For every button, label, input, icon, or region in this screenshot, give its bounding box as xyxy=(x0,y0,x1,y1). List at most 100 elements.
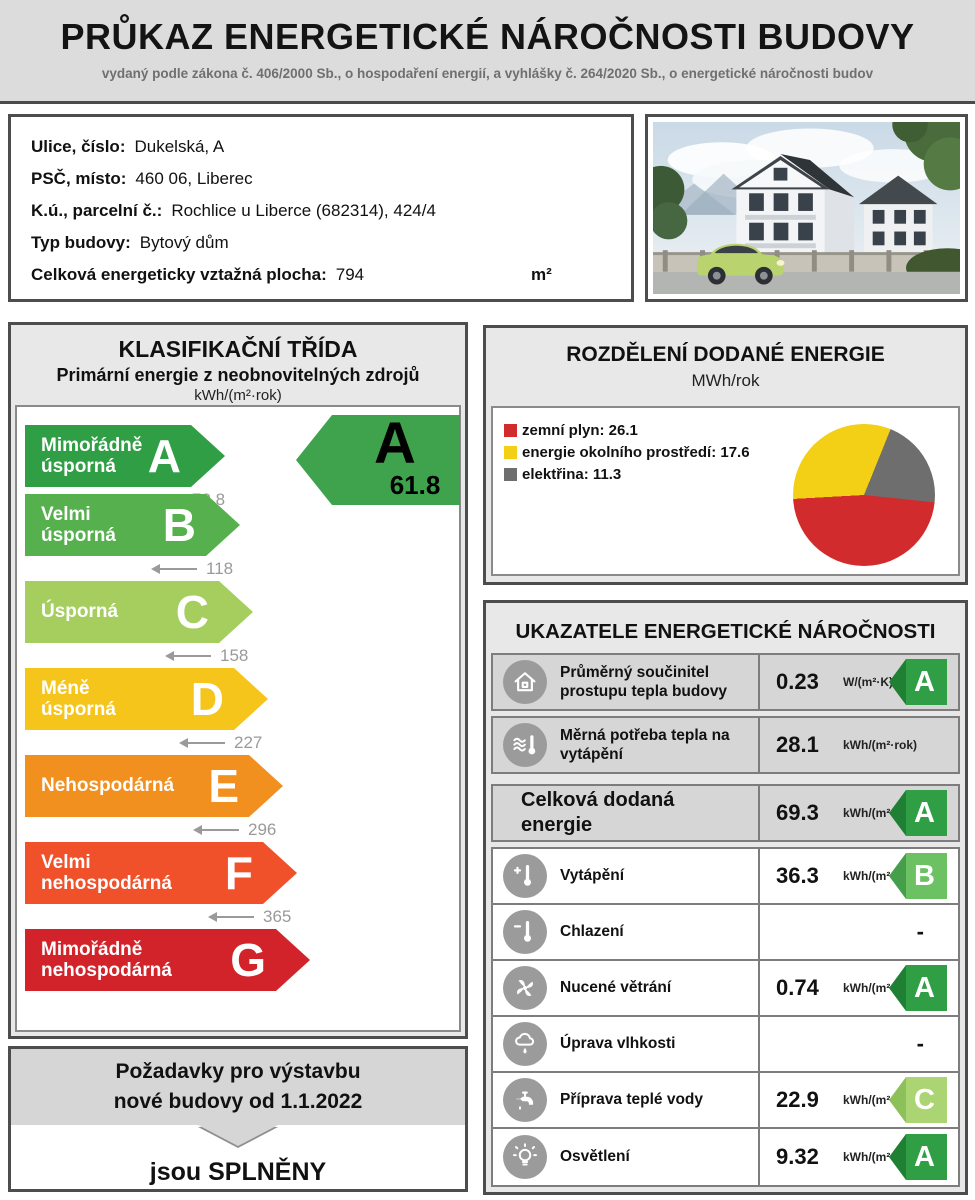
indicator-row-humidity: Úprava vlhkosti - xyxy=(493,1017,958,1073)
class-arrow-b: Velmi úsporná B xyxy=(25,494,240,556)
indicator-row-hot-water: Příprava teplé vody 22.9 kWh/(m²·rok) C xyxy=(493,1073,958,1129)
type-value: Bytový dům xyxy=(139,233,229,252)
building-photo-illustration xyxy=(653,122,960,294)
threshold-value-b: 118 xyxy=(206,559,234,578)
hot-water-class-badge: C xyxy=(889,1077,947,1123)
transmittance-value: 0.23 xyxy=(776,669,819,694)
indicator-row-lighting: Osvětlení 9.32 kWh/(m²·rok) A xyxy=(493,1129,958,1185)
class-arrow-e: Nehospodárná E xyxy=(25,755,283,817)
threshold-value-f: 365 xyxy=(263,907,292,926)
heating-label: Vytápění xyxy=(560,867,625,885)
class-letter-a: A xyxy=(147,430,181,482)
class-letter-d: D xyxy=(190,673,224,725)
distribution-chart-area: zemní plyn: 26.1 energie okolního prostř… xyxy=(491,406,960,576)
class-label-b: Velmi úsporná xyxy=(41,503,116,546)
info-row-area: Celková energeticky vztažná plocha: 794 … xyxy=(31,259,631,291)
indicators-title: UKAZATELE ENERGETICKÉ NÁROČNOSTI xyxy=(515,620,936,643)
class-label-d: Méně úsporná xyxy=(41,677,116,720)
cooling-icon xyxy=(503,910,547,954)
cooling-no-value: - xyxy=(916,919,924,944)
threshold-c: 158 xyxy=(165,646,459,665)
threshold-b: 118 xyxy=(151,559,459,578)
info-row-type: Typ budovy: Bytový dům xyxy=(31,227,631,259)
indicator-detail-rows: Vytápění 36.3 kWh/(m²·rok) B xyxy=(491,847,960,1187)
legend-item-electricity: elektřina: 11.3 xyxy=(504,466,750,483)
result-class-indicator: A 61.8 xyxy=(296,415,460,505)
heat-demand-icon xyxy=(503,723,547,767)
threshold-arrow-icon xyxy=(151,564,197,574)
heating-icon xyxy=(503,854,547,898)
electricity-label: elektřina: 11.3 xyxy=(522,466,622,483)
hot-water-value: 22.9 xyxy=(776,1087,819,1112)
indicator-row-ventilation: Nucené větrání 0.74 kWh/(m²·rok) A xyxy=(493,961,958,1017)
parcel-value: Rochlice u Liberce (682314), 424/4 xyxy=(171,201,436,220)
threshold-arrow-icon xyxy=(179,738,225,748)
gas-swatch xyxy=(504,424,517,437)
indicator-row-cooling: Chlazení - xyxy=(493,905,958,961)
class-arrow-a: Mimořádně úsporná A xyxy=(25,425,225,487)
ventilation-icon xyxy=(503,966,547,1010)
requirements-result: jsou SPLNĚNY xyxy=(149,1158,327,1186)
threshold-d: 227 xyxy=(179,733,459,752)
result-class-letter: A xyxy=(374,410,416,476)
classification-title: KLASIFIKAČNÍ TŘÍDA xyxy=(118,336,358,362)
transmittance-unit: W/(m²·K) xyxy=(843,675,893,689)
class-letter-b: B xyxy=(162,499,196,551)
heat-demand-unit: kWh/(m²·rok) xyxy=(843,738,917,752)
indicator-row-heat-demand: Měrná potřeba tepla na vytápění 28.1 kWh… xyxy=(491,716,960,774)
zip-label: PSČ, místo: xyxy=(31,169,127,188)
class-label-f: Velmi nehospodárná xyxy=(41,851,172,894)
total-energy-label: Celková dodaná energie xyxy=(521,789,675,836)
area-unit: m² xyxy=(531,265,552,284)
class-row-a: Mimořádně úsporná A 78.8 xyxy=(17,407,459,509)
building-photo-frame xyxy=(645,114,968,302)
street-label: Ulice, číslo: xyxy=(31,137,126,156)
requirements-line1: Požadavky pro výstavbu xyxy=(115,1059,361,1083)
indicator-row-total-energy: Celková dodaná energie 69.3 kWh/(m²·rok)… xyxy=(491,784,960,842)
classification-subtitle: Primární energie z neobnovitelných zdroj… xyxy=(56,365,420,385)
ambient-swatch xyxy=(504,446,517,459)
type-label: Typ budovy: xyxy=(31,233,131,252)
notch-pointer xyxy=(198,1125,278,1146)
humidity-label: Úprava vlhkosti xyxy=(560,1035,676,1053)
heating-class-badge: B xyxy=(889,853,947,899)
threshold-e: 296 xyxy=(193,820,459,839)
building-info-box: Ulice, číslo: Dukelská, A PSČ, místo: 46… xyxy=(8,114,634,302)
humidity-icon xyxy=(503,1022,547,1066)
pie-legend: zemní plyn: 26.1 energie okolního prostř… xyxy=(504,422,750,488)
lighting-label: Osvětlení xyxy=(560,1148,630,1166)
class-row-f: Velmi nehospodárná F 365 xyxy=(17,842,459,929)
zip-value: 460 06, Liberec xyxy=(135,169,253,188)
class-letter-c: C xyxy=(175,586,209,638)
class-label-a: Mimořádně úsporná xyxy=(41,434,143,477)
distribution-title: ROZDĚLENÍ DODANÉ ENERGIE xyxy=(566,343,885,366)
class-label-g: Mimořádně nehospodárná xyxy=(41,938,172,981)
requirements-header: Požadavky pro výstavbu nové budovy od 1.… xyxy=(11,1049,465,1146)
electricity-swatch xyxy=(504,468,517,481)
street-value: Dukelská, A xyxy=(134,137,225,156)
class-arrow-f: Velmi nehospodárná F xyxy=(25,842,297,904)
area-value: 794 xyxy=(335,265,365,284)
classification-unit: kWh/(m²·rok) xyxy=(194,387,282,404)
threshold-value-c: 158 xyxy=(220,646,249,665)
heat-demand-label: Měrná potřeba tepla na vytápění xyxy=(560,726,730,763)
class-row-b: Velmi úsporná B 118 xyxy=(17,494,459,581)
threshold-value-e: 296 xyxy=(248,820,277,839)
hot-water-icon xyxy=(503,1078,547,1122)
transmittance-label: Průměrný součinitel prostupu tepla budov… xyxy=(560,663,728,700)
indicator-row-transmittance: Průměrný součinitel prostupu tepla budov… xyxy=(491,653,960,711)
requirements-line2: nové budovy od 1.1.2022 xyxy=(113,1090,363,1113)
indicator-row-heating: Vytápění 36.3 kWh/(m²·rok) B xyxy=(493,849,958,905)
lighting-icon xyxy=(503,1135,547,1179)
lighting-value: 9.32 xyxy=(776,1144,819,1169)
ventilation-class-badge: A xyxy=(889,965,947,1011)
humidity-no-value: - xyxy=(916,1031,924,1056)
pie-chart xyxy=(793,424,935,566)
class-arrow-d: Méně úsporná D xyxy=(25,668,268,730)
ventilation-value: 0.74 xyxy=(776,975,819,1000)
info-row-street: Ulice, číslo: Dukelská, A xyxy=(31,131,631,163)
gas-label: zemní plyn: 26.1 xyxy=(522,422,638,439)
legend-item-gas: zemní plyn: 26.1 xyxy=(504,422,750,439)
heat-demand-value: 28.1 xyxy=(776,732,819,757)
